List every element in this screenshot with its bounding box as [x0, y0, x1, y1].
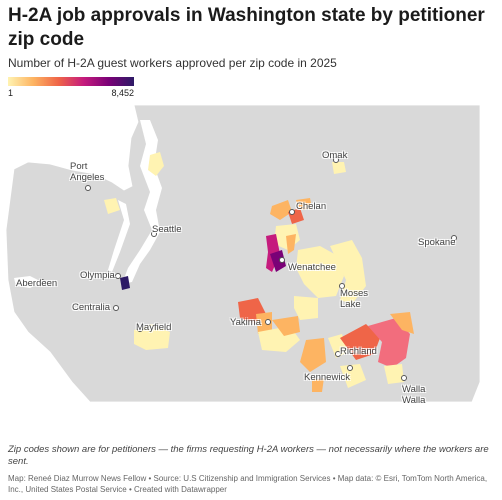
yakima-dot: [265, 319, 271, 325]
city-label-omak: Omak: [322, 150, 348, 161]
footnote: Zip codes shown are for petitioners — th…: [8, 444, 489, 467]
walla-walla-dot: [401, 375, 407, 381]
city-label-centralia: Centralia: [72, 302, 111, 313]
zip-region[interactable]: [340, 364, 366, 388]
zip-region[interactable]: [148, 152, 164, 176]
city-label-moses-lake: Moses Lake: [340, 288, 368, 310]
zip-region[interactable]: [270, 200, 292, 220]
city-label-spokane: Spokane: [418, 237, 456, 248]
city-label-walla-walla: Walla Walla: [402, 384, 426, 406]
zip-region[interactable]: [332, 162, 346, 174]
legend-gradient: [8, 77, 134, 86]
kennewick-dot: [347, 365, 353, 371]
city-label-kennewick: Kennewick: [304, 372, 350, 383]
zip-region[interactable]: [294, 296, 318, 320]
city-label-yakima: Yakima: [230, 317, 261, 328]
zip-region[interactable]: [270, 250, 286, 272]
port-angeles-dot: [85, 185, 91, 191]
city-label-wenatchee: Wenatchee: [288, 262, 336, 273]
color-legend: 1 8,452: [8, 77, 134, 98]
zip-region[interactable]: [312, 378, 324, 392]
aberdeen-dot: [39, 279, 45, 285]
zip-region[interactable]: [390, 312, 414, 334]
zip-region[interactable]: [134, 324, 170, 350]
city-label-aberdeen: Aberdeen: [16, 278, 58, 289]
city-label-chelan: Chelan: [296, 201, 327, 212]
chart-title: H-2A job approvals in Washington state b…: [8, 5, 485, 50]
legend-max-label: 8,452: [111, 88, 134, 98]
mayfield-dot: [137, 326, 143, 332]
city-label-richland: Richland: [340, 346, 377, 357]
washington-map[interactable]: [0, 100, 502, 440]
wenatchee-dot: [279, 257, 285, 263]
seattle-dot: [151, 231, 157, 237]
zip-region[interactable]: [330, 240, 366, 304]
zip-region[interactable]: [340, 324, 380, 360]
spokane-dot: [451, 235, 457, 241]
centralia-dot: [113, 305, 119, 311]
city-label-port-angeles: Port Angeles: [70, 161, 105, 183]
moses-lake-dot: [339, 283, 345, 289]
chelan-dot: [289, 209, 295, 215]
zip-region[interactable]: [296, 198, 312, 210]
zip-region[interactable]: [272, 316, 300, 336]
zip-region[interactable]: [256, 312, 272, 334]
zip-region[interactable]: [104, 198, 120, 214]
zip-region[interactable]: [296, 246, 344, 298]
city-label-mayfield: Mayfield: [136, 322, 172, 333]
legend-min-label: 1: [8, 88, 14, 98]
chart-subtitle: Number of H-2A guest workers approved pe…: [8, 56, 337, 70]
olympia-dot: [115, 273, 121, 279]
zip-region[interactable]: [384, 364, 404, 384]
grays-harbor: [14, 276, 42, 288]
zip-region[interactable]: [300, 338, 326, 372]
hood-canal: [108, 200, 130, 272]
city-label-olympia: Olympia: [80, 270, 115, 281]
credits: Map: Reneé Diaz Murrow News Fellow • Sou…: [8, 474, 488, 494]
richland-dot: [335, 351, 341, 357]
city-label-seattle: Seattle: [152, 224, 182, 235]
zip-region[interactable]: [120, 276, 130, 290]
state-outline: [5, 104, 481, 403]
zip-region[interactable]: [368, 318, 410, 368]
omak-dot: [333, 157, 339, 163]
zip-region[interactable]: [286, 234, 296, 254]
city-markers: [39, 157, 457, 381]
